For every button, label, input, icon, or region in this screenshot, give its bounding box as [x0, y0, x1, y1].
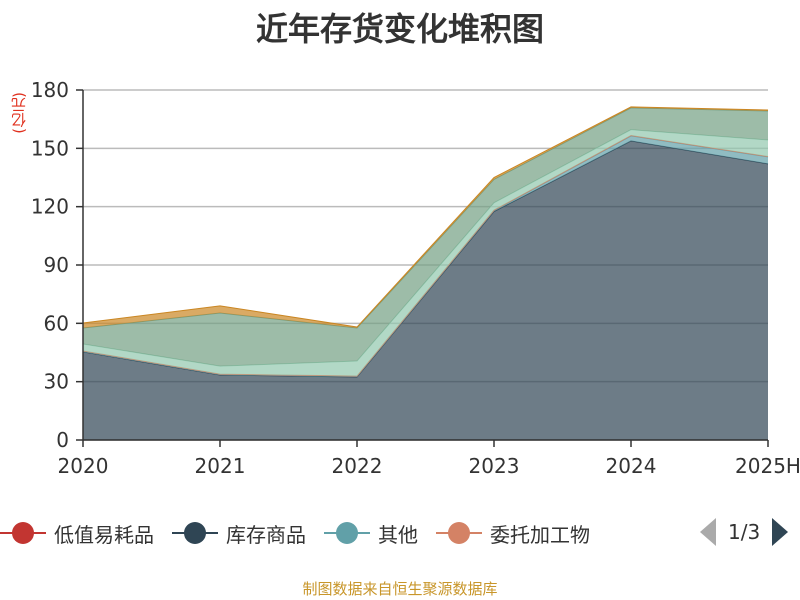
legend-item[interactable]: 其他 [324, 519, 418, 548]
y-tick-label: 60 [44, 311, 69, 335]
line-series [82, 106, 769, 328]
legend-label: 其他 [378, 522, 418, 547]
x-tick-label: 2024 [606, 454, 657, 478]
y-tick-label: 180 [31, 78, 69, 102]
prev-page-icon[interactable] [700, 518, 716, 546]
line-委托加工物 [82, 134, 769, 377]
area-series [83, 107, 768, 367]
y-tick-label: 90 [44, 253, 69, 277]
next-page-icon[interactable] [772, 518, 789, 546]
legend-label: 库存商品 [226, 522, 306, 547]
x-tick-label: 2025H [735, 454, 800, 478]
x-tick-label: 2020 [58, 454, 109, 478]
x-tick-label: 2021 [195, 454, 246, 478]
legend-item[interactable]: 委托加工物 [436, 519, 590, 548]
legend-page-indicator: 1/3 [728, 520, 761, 544]
y-tick-label: 150 [31, 136, 69, 160]
legend-item[interactable]: 低值易耗品 [0, 519, 154, 548]
y-tick-label: 0 [56, 428, 69, 452]
y-tick-label: 120 [31, 195, 69, 219]
legend-pager: 1/3 [700, 518, 789, 546]
legend-item[interactable]: 库存商品 [172, 519, 306, 548]
legend-label: 委托加工物 [490, 522, 590, 547]
data-source-note: 制图数据来自恒生聚源数据库 [302, 580, 498, 598]
area-库存商品 [83, 140, 768, 440]
x-tick-label: 2022 [332, 454, 383, 478]
y-tick-label: 30 [44, 370, 69, 394]
legend-swatch [324, 522, 370, 544]
legend-swatch [436, 522, 482, 544]
legend: 低值易耗品 库存商品 其他 委托加工物 [0, 518, 608, 548]
x-tick-label: 2023 [469, 454, 520, 478]
chart-title: 近年存货变化堆积图 [255, 10, 544, 48]
legend-swatch [172, 522, 218, 544]
legend-label: 低值易耗品 [54, 522, 154, 547]
legend-swatch [0, 522, 46, 544]
